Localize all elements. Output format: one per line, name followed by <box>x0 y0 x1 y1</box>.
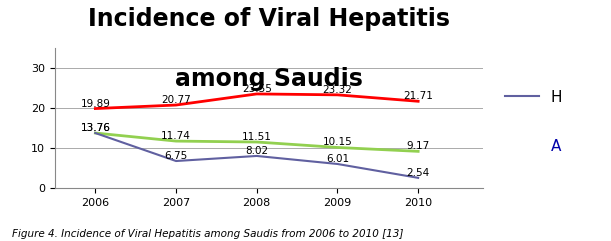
Text: 10.15: 10.15 <box>323 137 353 147</box>
Text: 23.32: 23.32 <box>323 85 353 95</box>
Text: 13.76: 13.76 <box>81 123 110 133</box>
Text: among Saudis: among Saudis <box>175 67 363 92</box>
Text: 21.71: 21.71 <box>403 91 433 101</box>
Text: 11.51: 11.51 <box>242 132 272 142</box>
Text: 11.74: 11.74 <box>161 131 191 141</box>
Text: 8.02: 8.02 <box>245 146 268 156</box>
Text: 13.76: 13.76 <box>81 123 110 133</box>
Text: 20.77: 20.77 <box>161 95 191 105</box>
Text: 2.54: 2.54 <box>406 168 430 178</box>
Text: 23.55: 23.55 <box>242 84 272 94</box>
Text: 6.75: 6.75 <box>164 151 188 161</box>
Text: A: A <box>551 139 562 154</box>
Text: Figure 4. Incidence of Viral Hepatitis among Saudis from 2006 to 2010 [13]: Figure 4. Incidence of Viral Hepatitis a… <box>12 229 404 239</box>
Text: 19.89: 19.89 <box>81 99 110 108</box>
Text: Incidence of Viral Hepatitis: Incidence of Viral Hepatitis <box>88 7 450 31</box>
Text: 6.01: 6.01 <box>326 154 349 164</box>
Legend: H: H <box>499 84 568 111</box>
Text: 9.17: 9.17 <box>406 141 430 151</box>
